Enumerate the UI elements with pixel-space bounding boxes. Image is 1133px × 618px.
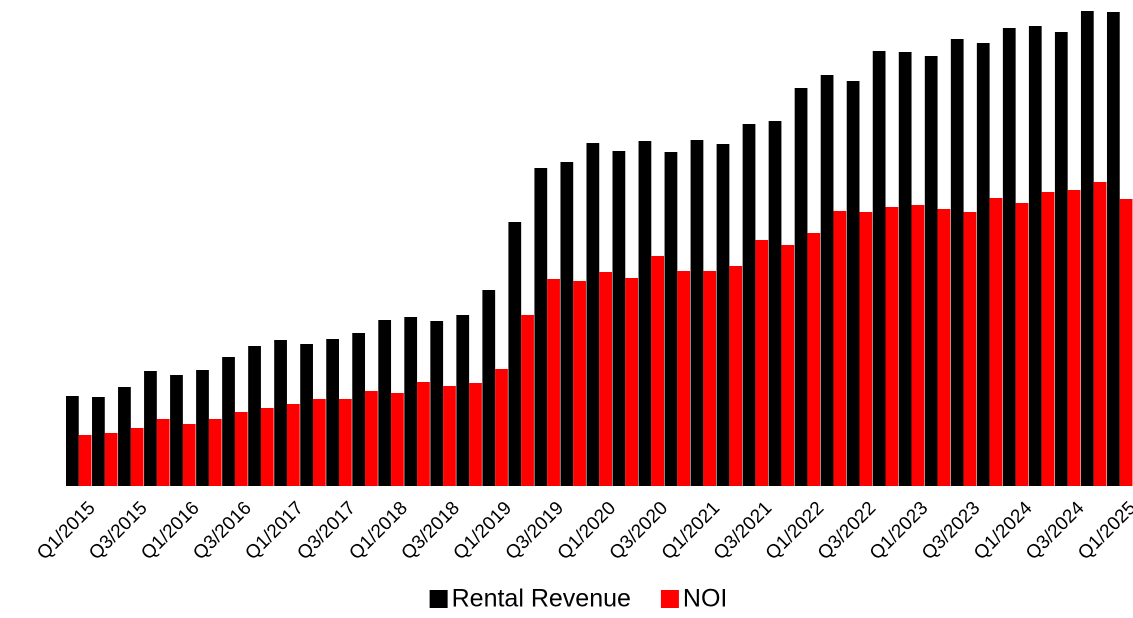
bar [911,205,925,486]
bar [599,272,612,486]
bar [612,151,626,486]
bar [1067,190,1081,486]
bar [820,75,834,486]
bar [338,399,352,486]
bar [742,124,756,486]
bar [260,408,274,486]
bar [274,340,287,486]
bar [729,266,743,486]
bar [469,383,482,486]
bar [170,375,183,486]
bar [950,39,964,486]
bar [326,339,339,486]
bar [755,240,769,486]
bar [365,391,378,486]
bar [560,162,574,486]
bar [78,435,92,486]
bar [937,209,951,486]
legend-swatch [660,590,679,608]
bar [234,412,248,486]
bar [286,404,300,486]
bar [495,369,508,486]
bar [833,211,847,486]
bar [963,212,977,486]
bar [794,88,808,486]
bar [404,317,418,486]
bar [508,222,522,486]
bar [482,290,496,486]
bar [196,370,209,486]
bar [846,81,860,486]
bar [768,121,782,486]
bar [872,51,886,486]
bar [989,198,1003,486]
bar [352,333,366,486]
bar [976,43,990,486]
bar [638,141,652,486]
legend-label: Rental Revenue [452,585,631,613]
bar [182,424,196,486]
bar [703,271,717,486]
bar [1028,26,1042,486]
bar [1106,12,1120,486]
bar [573,281,586,486]
bar [924,56,938,486]
bar [391,393,404,486]
bar [208,419,222,486]
bar [92,397,105,486]
bar [156,419,170,486]
bar [781,245,795,486]
bar [651,256,665,486]
bar [1119,199,1133,486]
bar [130,428,144,486]
bar [1054,32,1068,486]
bar [807,233,821,486]
bar [716,144,730,486]
bar [885,207,899,486]
bar [378,320,392,486]
legend-swatch [429,590,448,608]
bar [417,382,430,486]
bar [534,168,548,486]
bar [430,321,444,486]
bar [248,346,261,486]
legend-label: NOI [683,585,727,613]
bar [222,357,235,486]
bar [300,344,313,486]
bar [547,279,560,486]
bar [677,271,691,486]
bar [1041,192,1055,486]
bar [66,396,79,486]
bar [443,386,456,486]
bar [118,387,131,486]
bar [586,143,600,486]
bar [104,433,118,486]
bar [1015,203,1029,486]
bar [144,371,157,486]
bar [1002,28,1016,486]
bar [1093,182,1107,486]
bar [664,152,678,486]
bar [312,399,326,486]
bar [859,212,873,486]
bar [898,52,912,486]
bar [1080,11,1094,486]
bar [690,140,704,486]
bar [456,315,470,486]
bar [521,315,534,486]
bar [625,278,639,486]
